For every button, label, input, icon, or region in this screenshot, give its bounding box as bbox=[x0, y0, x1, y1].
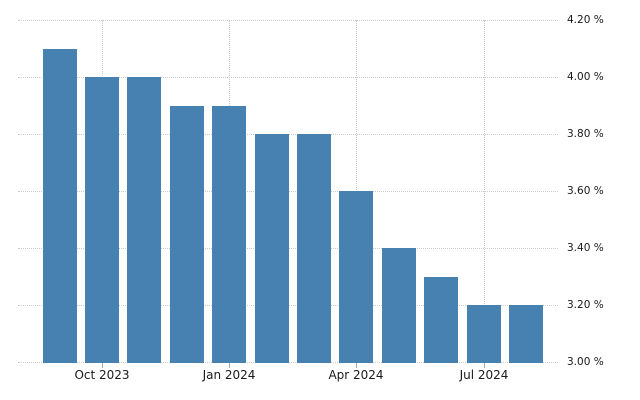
y-axis-tick-label: 3.60 % bbox=[567, 185, 604, 197]
bar[interactable] bbox=[255, 134, 289, 363]
x-axis-tick bbox=[484, 362, 485, 368]
y-gridline bbox=[18, 77, 558, 78]
y-axis-tick-label: 3.40 % bbox=[567, 242, 604, 254]
y-gridline bbox=[18, 20, 558, 21]
bar[interactable] bbox=[212, 106, 246, 363]
x-axis-tick-label: Oct 2023 bbox=[74, 368, 130, 382]
x-axis-tick bbox=[356, 362, 357, 368]
x-gridline bbox=[484, 20, 485, 362]
y-axis-tick-label: 3.20 % bbox=[567, 299, 604, 311]
x-axis-tick bbox=[229, 362, 230, 368]
bar[interactable] bbox=[382, 248, 416, 363]
y-axis-tick-label: 4.20 % bbox=[567, 14, 604, 26]
x-axis-tick bbox=[102, 362, 103, 368]
bar[interactable] bbox=[170, 106, 204, 363]
bar[interactable] bbox=[467, 305, 501, 363]
bar[interactable] bbox=[127, 77, 161, 363]
y-axis-tick-label: 4.00 % bbox=[567, 71, 604, 83]
x-axis-tick-label: Apr 2024 bbox=[328, 368, 384, 382]
x-axis-tick-label: Jul 2024 bbox=[459, 368, 509, 382]
x-axis-tick-label: Jan 2024 bbox=[202, 368, 256, 382]
bar[interactable] bbox=[297, 134, 331, 363]
y-axis-tick-label: 3.80 % bbox=[567, 128, 604, 140]
bar[interactable] bbox=[85, 77, 119, 363]
bar[interactable] bbox=[424, 277, 458, 363]
y-axis-tick-label: 3.00 % bbox=[567, 356, 604, 368]
bar[interactable] bbox=[339, 191, 373, 363]
bar[interactable] bbox=[43, 49, 77, 363]
bar[interactable] bbox=[509, 305, 543, 363]
